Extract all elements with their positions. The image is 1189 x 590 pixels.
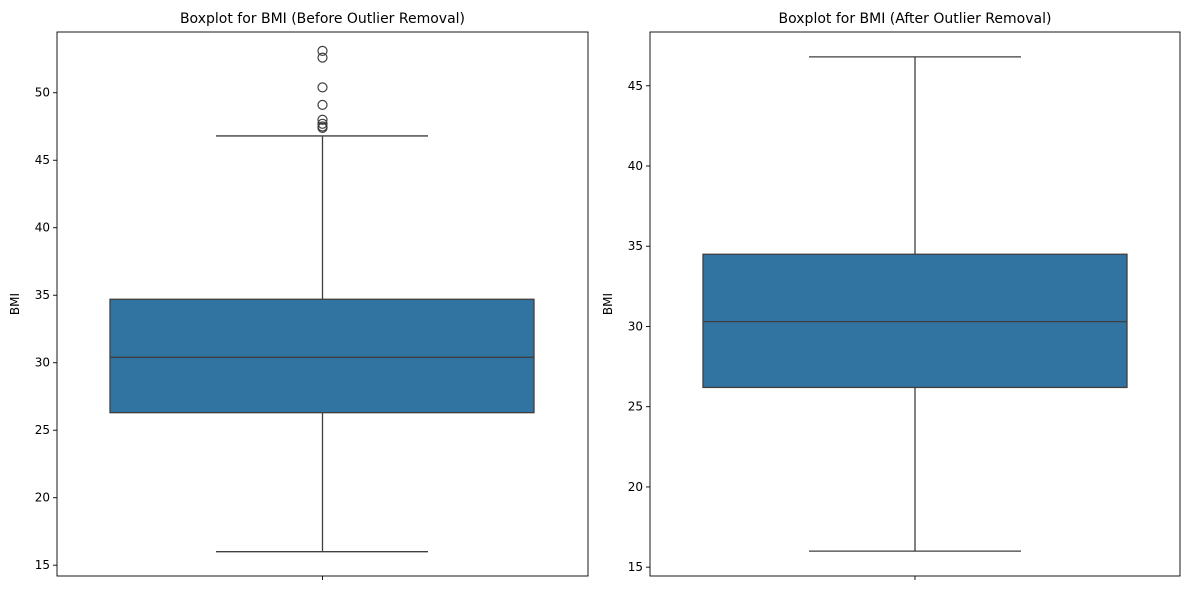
outlier-point	[317, 82, 328, 93]
iqr-box	[109, 298, 535, 414]
y-tick-label: 20	[35, 491, 50, 505]
y-axis-label: BMI	[601, 293, 615, 315]
y-tick-label: 40	[628, 159, 643, 173]
y-tick-label: 15	[35, 558, 50, 572]
y-tick-label: 30	[628, 319, 643, 333]
panel-before: Boxplot for BMI (Before Outlier Removal)…	[8, 11, 589, 580]
y-tick-label: 50	[35, 86, 50, 100]
chart-title: Boxplot for BMI (Before Outlier Removal)	[180, 11, 465, 27]
y-tick-label: 35	[628, 239, 643, 253]
iqr-box	[702, 253, 1128, 389]
outlier-point	[317, 99, 328, 110]
y-tick-label: 40	[35, 221, 50, 235]
chart-title: Boxplot for BMI (After Outlier Removal)	[779, 11, 1052, 27]
panel-after: Boxplot for BMI (After Outlier Removal) …	[601, 11, 1181, 580]
outlier-point	[317, 118, 328, 129]
y-tick-label: 35	[35, 288, 50, 302]
y-tick-label: 45	[628, 79, 643, 93]
y-tick-label: 25	[628, 400, 643, 414]
outlier-point	[317, 52, 328, 63]
y-tick-label: 25	[35, 423, 50, 437]
y-axis-label: BMI	[8, 293, 22, 315]
outlier-point	[317, 114, 328, 125]
y-tick-label: 15	[628, 560, 643, 574]
y-tick-label: 30	[35, 356, 50, 370]
y-tick-label: 20	[628, 480, 643, 494]
outlier-point	[317, 45, 328, 56]
outlier-point	[317, 122, 328, 133]
y-tick-label: 45	[35, 153, 50, 167]
